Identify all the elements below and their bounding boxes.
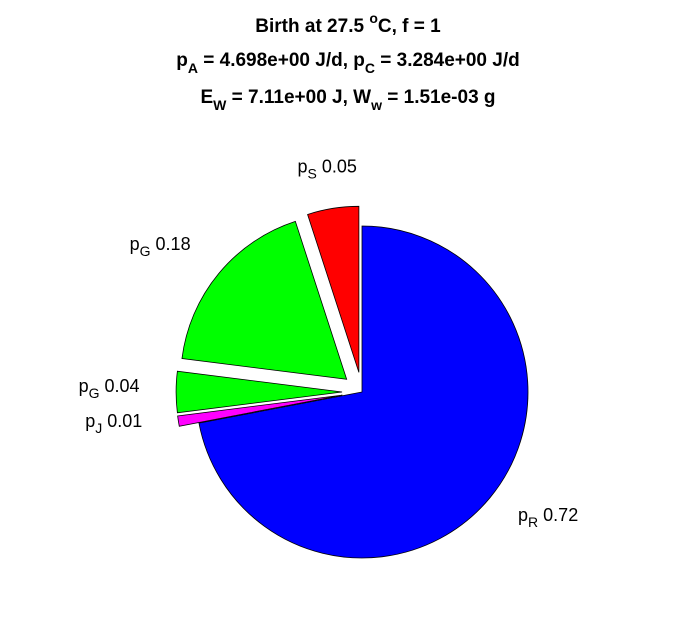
- slice-label: pG 0.18: [130, 234, 191, 259]
- slice-label-name: p: [79, 376, 89, 396]
- title-text: p: [176, 50, 188, 71]
- chart-title: Birth at 27.5 oC, f = 1: [255, 10, 441, 37]
- pie-slice: [198, 225, 529, 559]
- slice-label-subscript: G: [89, 385, 100, 401]
- title-text: = 3.284e+00 J/d: [375, 50, 520, 71]
- title-text: = 1.51e-03 g: [382, 87, 496, 108]
- title-superscript: o: [369, 10, 378, 26]
- slice-label-value: 0.04: [105, 376, 140, 396]
- pie-slice: [177, 394, 343, 427]
- slice-label-value: 0.01: [107, 411, 142, 431]
- chart-title: pA = 4.698e+00 J/d, pC = 3.284e+00 J/d: [176, 50, 519, 76]
- title-text: Birth at 27.5: [255, 16, 369, 37]
- slice-label-subscript: R: [528, 514, 538, 530]
- slice-label-subscript: S: [308, 165, 317, 181]
- slice-label-name: p: [297, 156, 307, 176]
- slice-label-value: 0.05: [322, 156, 357, 176]
- pie-slice: [307, 205, 360, 373]
- title-text: = 4.698e+00 J/d, p: [198, 50, 365, 71]
- slice-label-subscript: G: [140, 243, 151, 259]
- slice-label-name: p: [130, 234, 140, 254]
- slice-label: pJ 0.01: [85, 411, 142, 436]
- slice-label-value: 0.72: [543, 505, 578, 525]
- slice-label-value: 0.18: [156, 234, 191, 254]
- title-text: C, f = 1: [378, 16, 441, 37]
- slice-label-name: p: [518, 505, 528, 525]
- slice-label-name: p: [85, 411, 95, 431]
- title-subscript: w: [370, 97, 382, 113]
- pie-slice: [175, 370, 343, 414]
- pie-slice: [181, 220, 348, 380]
- title-subscript: A: [188, 60, 198, 76]
- title-subscript: C: [365, 60, 375, 76]
- title-subscript: W: [213, 97, 227, 113]
- slice-label: pS 0.05: [297, 156, 356, 181]
- title-text: = 7.11e+00 J, W: [226, 87, 371, 108]
- slice-label-subscript: J: [95, 420, 102, 436]
- slice-label: pG 0.04: [79, 376, 140, 401]
- slice-label: pR 0.72: [518, 505, 578, 530]
- chart-title: EW = 7.11e+00 J, Ww = 1.51e-03 g: [200, 87, 495, 113]
- title-text: E: [200, 87, 213, 108]
